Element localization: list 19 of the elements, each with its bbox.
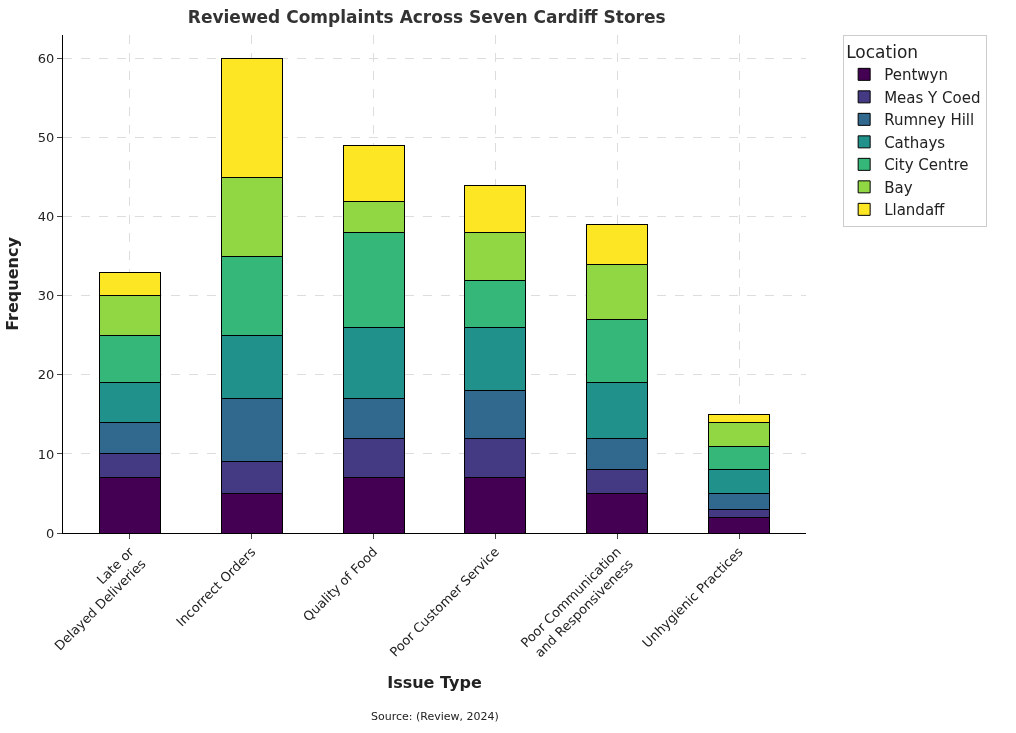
y-tick-label: 20 <box>37 367 55 383</box>
legend-label: Rumney Hill <box>884 111 975 130</box>
source-note: Source: (Review, 2024) <box>371 710 499 723</box>
y-tick-label: 10 <box>37 446 55 462</box>
legend-label: Cathays <box>884 133 946 152</box>
y-axis-title: Frequency <box>2 236 22 331</box>
y-tick-label: 40 <box>37 209 55 225</box>
y-tick-label: 60 <box>37 51 55 67</box>
legend-title: Location <box>846 42 919 63</box>
y-tick-label: 50 <box>37 130 55 146</box>
chart-title: Reviewed Complaints Across Seven Cardiff Stores <box>187 6 666 27</box>
y-tick-label: 0 <box>46 525 55 541</box>
legend-label: Meas Y Coed <box>884 88 981 107</box>
legend-label: City Centre <box>884 156 969 175</box>
legend-label: Pentwyn <box>884 66 948 85</box>
x-axis-title: Issue Type <box>387 673 482 693</box>
y-tick-label: 30 <box>37 288 55 304</box>
legend-label: Bay <box>884 178 913 197</box>
legend-label: Llandaff <box>884 201 946 220</box>
